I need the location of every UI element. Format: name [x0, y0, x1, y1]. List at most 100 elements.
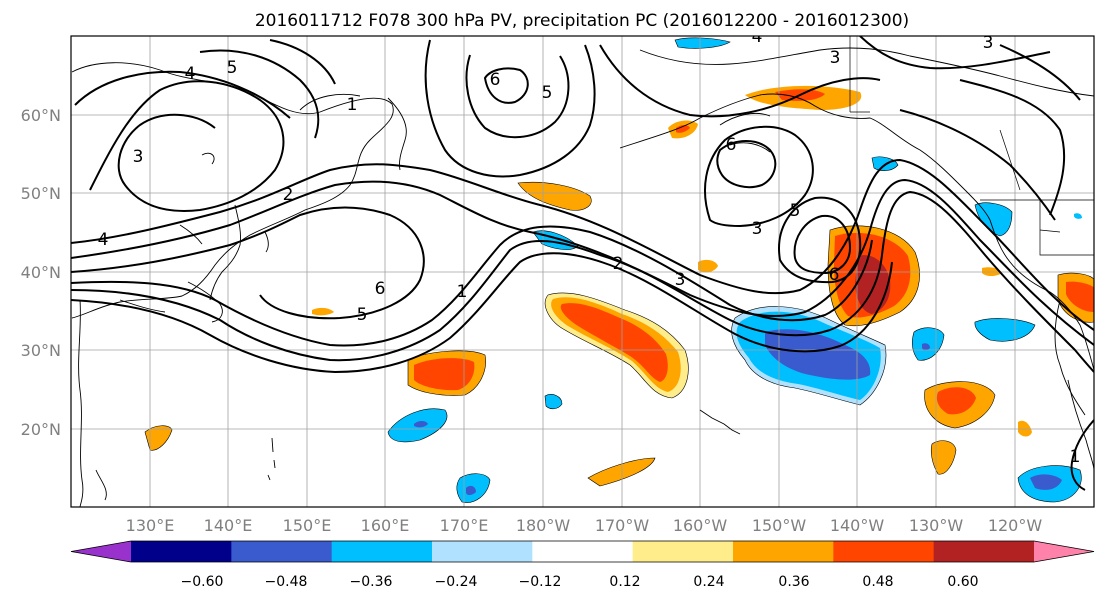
pv-contour [899, 109, 1056, 221]
colorbar-tick-labels: −0.60 −0.48 −0.36 −0.24 −0.12 0.12 0.24 … [181, 574, 979, 590]
latitude-labels: 60°N 50°N 40°N 30°N 20°N [21, 106, 61, 439]
lon-label: 140°E [204, 516, 253, 535]
precip-area [414, 358, 475, 391]
precip-area [674, 37, 731, 49]
colorbar-tick-label: 0.60 [947, 574, 978, 590]
colorbar-tick-label: 0.36 [778, 574, 809, 590]
colorbar-extend-low [71, 541, 131, 562]
precip-area [974, 318, 1036, 342]
contour-label: 1 [457, 282, 468, 302]
coastlines [71, 47, 1094, 507]
precip-area [765, 329, 871, 380]
pv-contour [269, 39, 336, 85]
colorbar-extend-high [1034, 541, 1094, 562]
pv-contour [71, 158, 1094, 331]
pv-contour [71, 190, 1094, 373]
contour-label: 5 [357, 305, 368, 325]
colorbar-segment [733, 541, 834, 562]
precip-area [922, 343, 930, 351]
pv-contour [704, 125, 814, 228]
pv-contour [71, 252, 893, 374]
lon-label: 150°E [283, 516, 332, 535]
contour-label: 3 [675, 270, 686, 290]
colorbar-tick-label: −0.12 [519, 574, 562, 590]
contour-labels: 4 5 1 3 2 4 6 5 6 5 1 6 3 2 3 3 5 6 4 3 … [98, 33, 1081, 467]
precip-area [1074, 213, 1082, 219]
lon-label: 120°W [988, 516, 1043, 535]
lon-label: 170°E [440, 516, 489, 535]
colorbar-tick-label: −0.36 [350, 574, 393, 590]
contour-label: 3 [133, 147, 144, 167]
colorbar-segment [131, 541, 232, 562]
pv-contour [599, 44, 881, 118]
contour-label: 6 [829, 265, 840, 285]
contour-label: 5 [542, 83, 553, 103]
contour-label: 6 [490, 70, 501, 90]
precip-area [936, 387, 976, 415]
precip-area [698, 259, 718, 273]
lat-label: 20°N [21, 420, 61, 439]
precip-area [1030, 474, 1062, 490]
pv-contour [199, 49, 320, 139]
colorbar-segment [933, 541, 1035, 562]
lon-label: 170°W [595, 516, 650, 535]
colorbar-segment [432, 541, 533, 562]
pv-contour [959, 79, 1066, 216]
contour-label: 1 [347, 95, 358, 115]
precip-area [466, 485, 476, 495]
pv-contour [465, 54, 570, 139]
precip-area [414, 421, 428, 428]
colorbar-tick-label: 0.24 [693, 574, 724, 590]
precip-area [544, 394, 563, 410]
lat-label: 50°N [21, 184, 61, 203]
longitude-labels: 130°E 140°E 150°E 160°E 170°E 180°W 170°… [126, 516, 1043, 535]
contour-label: 4 [185, 64, 196, 84]
country-borders [849, 36, 1094, 256]
pv-contour [778, 196, 862, 284]
lon-label: 150°W [752, 516, 807, 535]
pv-contour [859, 36, 1051, 70]
contour-label: 6 [375, 279, 386, 299]
colorbar-segment [532, 541, 634, 562]
contour-label: 4 [98, 230, 109, 250]
contour-label: 2 [283, 185, 294, 205]
contour-label: 2 [613, 254, 624, 274]
precip-area [560, 303, 668, 382]
map-gridlines [71, 36, 1094, 507]
lat-label: 60°N [21, 106, 61, 125]
precip-area [676, 125, 690, 133]
colorbar-segment [833, 541, 935, 562]
colorbar-segments [70, 540, 1095, 563]
lon-label: 140°W [830, 516, 885, 535]
precip-area [312, 307, 334, 316]
contour-label: 6 [726, 135, 737, 155]
pv-contour [1070, 419, 1094, 491]
contour-label: 3 [983, 33, 994, 53]
pv-contour [793, 214, 852, 275]
pv-contour [71, 206, 425, 320]
pv-contour [89, 80, 285, 212]
colorbar-segment [231, 541, 333, 562]
precip-area [1066, 281, 1094, 312]
precip-area [930, 440, 957, 475]
lon-label: 180°W [516, 516, 571, 535]
map-content: 4 5 1 3 2 4 6 5 6 5 1 6 3 2 3 3 5 6 4 3 … [71, 33, 1094, 507]
pv-contour [483, 67, 529, 104]
colorbar: −0.60 −0.48 −0.36 −0.24 −0.12 0.12 0.24 … [70, 540, 1095, 590]
colorbar-segment [331, 541, 433, 562]
colorbar-tick-label: −0.24 [435, 574, 478, 590]
lat-label: 40°N [21, 263, 61, 282]
colorbar-tick-label: −0.60 [181, 574, 224, 590]
lon-label: 130°W [909, 516, 964, 535]
pv-contour [71, 178, 1094, 346]
pv-contours [71, 36, 1094, 491]
colorbar-tick-label: 0.48 [862, 574, 893, 590]
pv-contour [999, 44, 1081, 101]
pv-contour [74, 70, 291, 119]
lon-label: 130°E [126, 516, 175, 535]
contour-label: 3 [830, 48, 841, 68]
contour-label: 5 [227, 58, 238, 78]
contour-label: 1 [1070, 447, 1081, 467]
